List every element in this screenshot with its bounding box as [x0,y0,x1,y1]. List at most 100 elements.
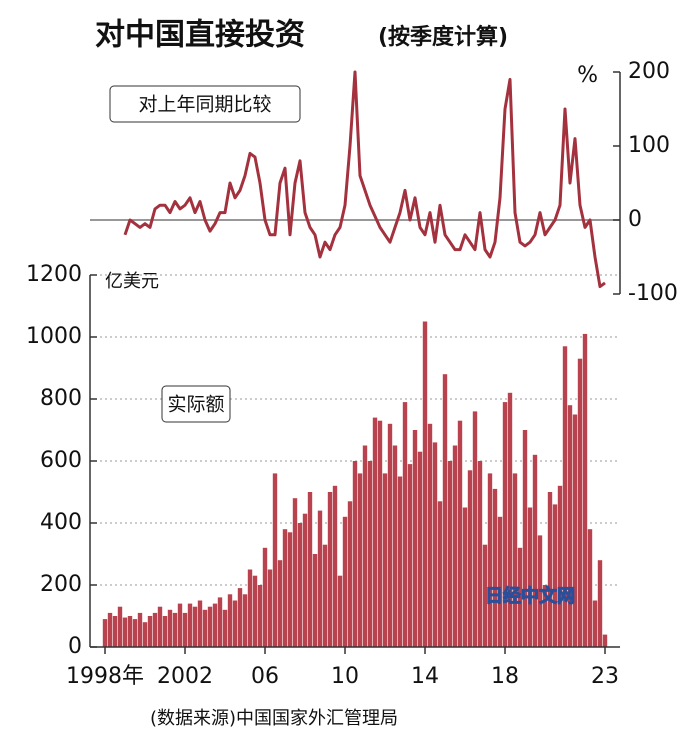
bar [392,445,398,647]
bar [287,532,293,647]
subtitle: (按季度计算) [378,24,508,50]
watermark: 日经中文网 [485,585,575,607]
bar [557,485,563,647]
bar [182,612,188,647]
y-tick-label: 600 [40,448,82,473]
bar [237,588,243,647]
bar [362,445,368,647]
bar [172,612,178,647]
bar [272,473,278,647]
bar [147,616,153,647]
bar [367,461,373,647]
bar [317,510,323,647]
bar [192,606,198,647]
y-tick-label: 0 [628,207,642,232]
bar [242,594,248,647]
bar [522,430,528,647]
bar [157,606,163,647]
line [123,70,606,289]
bar [527,507,533,647]
bar [482,544,488,647]
bar [472,411,478,647]
bar [357,473,363,647]
y-tick-label: 800 [40,386,82,411]
bar [342,516,348,647]
y-tick-label: 100 [628,133,670,158]
bar [582,333,588,647]
bar [427,423,433,647]
bar [162,616,168,647]
bar [462,507,468,647]
y-tick-label: 400 [40,510,82,535]
bar [177,603,183,647]
bar [377,420,383,647]
bar [587,529,593,647]
bar [347,501,353,647]
bar [337,575,343,647]
bar [492,488,498,647]
bar [447,461,453,647]
x-tick-label: 2002 [157,664,213,689]
bar [452,445,458,647]
bar [222,609,228,647]
bar [282,529,288,647]
bar [247,569,253,647]
label-box [161,385,231,423]
bar [507,392,513,647]
title: 对中国直接投资 [95,18,305,53]
bar [277,560,283,647]
bar [397,476,403,647]
bar [457,420,463,647]
bar [602,634,608,647]
bar [307,492,313,647]
x-tick-label: 23 [591,664,619,689]
bar [372,417,378,647]
bar [477,461,483,647]
bar [252,575,258,647]
x-tick-label: 06 [251,664,279,689]
bar [512,473,518,647]
bar [387,423,393,647]
bar [117,606,123,647]
bar [577,358,583,647]
bar [142,622,148,647]
line-unit: % [577,63,598,88]
y-tick-label: 1200 [26,262,82,287]
bar [227,594,233,647]
bar [562,346,568,647]
bar [547,492,553,647]
bar [467,470,473,647]
bar [122,617,128,647]
source: (数据来源)中国国家外汇管理局 [150,708,398,729]
bar [187,603,193,647]
bar [332,485,338,647]
bar [202,609,208,647]
bar [352,461,358,647]
bar [437,501,443,647]
bar [572,414,578,647]
bar [322,544,328,647]
y-tick-label: -100 [628,281,678,306]
y-tick-label: 0 [68,634,82,659]
bar [327,492,333,647]
bar [497,516,503,647]
bar [382,473,388,647]
y-tick-label: 200 [40,572,82,597]
bar [262,547,268,647]
bar [212,603,218,647]
bar [292,498,298,647]
bar [592,600,598,647]
bar [532,454,538,647]
bar [132,619,138,647]
bar [102,619,108,647]
bar [167,609,173,647]
bar [597,560,603,647]
bar [552,504,558,647]
bar [302,513,308,647]
bar [207,606,213,647]
y-tick-label: 200 [628,59,670,84]
bar [537,535,543,647]
bar [487,473,493,647]
bar [542,585,548,647]
bar [412,430,418,647]
